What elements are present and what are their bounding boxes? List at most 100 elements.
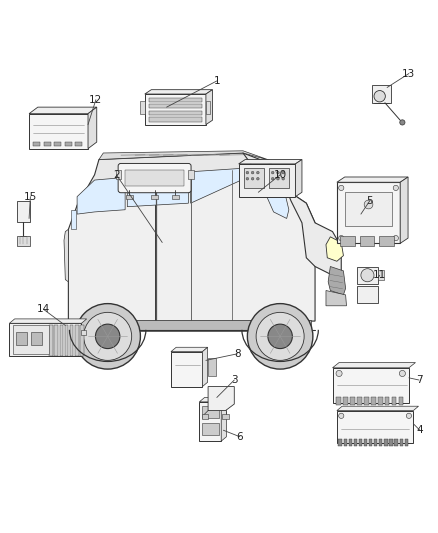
Bar [29,114,88,149]
Circle shape [339,236,344,241]
Bar [339,439,342,446]
Bar [350,398,355,405]
Bar [357,266,378,284]
Bar [332,368,409,403]
Bar [201,414,208,419]
Bar [172,195,179,199]
Bar [372,85,392,103]
Circle shape [246,177,249,180]
Bar [378,270,384,280]
Polygon shape [400,177,408,244]
Bar [395,439,398,446]
Polygon shape [202,348,208,386]
Bar [149,98,201,102]
Circle shape [364,200,373,209]
Bar [60,326,63,356]
Text: 15: 15 [24,192,37,201]
Polygon shape [326,237,343,261]
Bar [75,326,79,356]
Bar [392,398,396,405]
Circle shape [277,171,279,174]
Bar [65,142,72,147]
Circle shape [400,120,405,125]
Bar [364,398,369,405]
Circle shape [282,171,285,174]
Polygon shape [155,171,315,321]
Bar [70,326,74,356]
Bar [201,423,219,435]
Bar [405,439,408,446]
Bar [54,326,58,356]
Text: 13: 13 [402,69,416,78]
Polygon shape [239,159,302,164]
Bar [378,398,382,405]
Circle shape [247,304,313,369]
Bar [345,192,392,226]
Bar [75,142,82,147]
Polygon shape [337,406,419,410]
Bar [371,398,375,405]
FancyBboxPatch shape [118,164,191,193]
Bar [33,142,40,147]
Circle shape [339,185,344,190]
Circle shape [336,370,342,376]
Polygon shape [77,177,125,214]
Text: 6: 6 [237,432,243,442]
Bar [239,164,295,197]
Bar [364,439,367,446]
Circle shape [361,269,374,282]
Text: 5: 5 [366,196,373,206]
Bar [349,439,352,446]
Bar [359,439,362,446]
Bar [244,168,264,188]
Circle shape [393,236,399,241]
Polygon shape [287,190,341,275]
Circle shape [257,177,259,180]
Polygon shape [261,177,289,219]
Bar [357,398,362,405]
Text: 7: 7 [416,375,422,385]
Circle shape [268,324,292,349]
Bar [71,210,76,229]
Bar [385,398,389,405]
Polygon shape [88,107,97,149]
Bar [343,398,348,405]
Polygon shape [171,348,208,352]
Bar [337,182,400,244]
Bar [336,398,341,405]
Polygon shape [29,107,97,114]
Bar [10,323,81,356]
Polygon shape [337,177,408,182]
Bar [374,439,378,446]
Circle shape [393,185,399,190]
Bar [141,101,145,114]
Polygon shape [326,290,346,306]
Bar [145,94,206,125]
Bar [73,320,311,330]
Bar [369,439,372,446]
Circle shape [257,171,259,174]
Circle shape [272,171,274,174]
Bar [340,236,355,246]
Polygon shape [99,151,272,161]
Bar [54,142,61,147]
Circle shape [374,91,385,102]
Bar [151,195,158,199]
Bar [337,410,413,443]
Bar [16,332,27,345]
Polygon shape [221,398,226,441]
Bar [17,236,29,246]
Bar [44,142,51,147]
Circle shape [246,171,249,174]
Circle shape [277,177,279,180]
Bar [65,326,68,356]
Bar [343,439,347,446]
Bar [81,330,86,335]
Polygon shape [328,266,346,295]
Bar [116,171,121,179]
Text: 1: 1 [213,76,220,86]
Bar [360,236,374,246]
Bar [201,406,219,418]
Bar [149,117,201,122]
Circle shape [339,413,344,418]
